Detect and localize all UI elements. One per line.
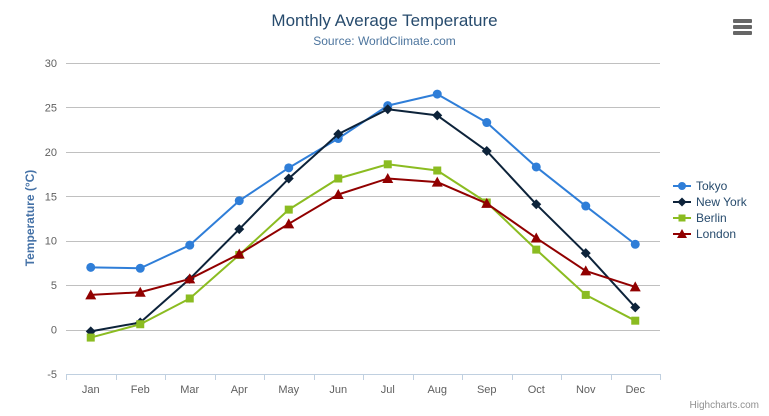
y-axis-tick-label: -5 [47, 369, 57, 381]
data-point-tokyo[interactable] [185, 240, 195, 250]
data-point-berlin[interactable] [383, 160, 392, 169]
data-point-london[interactable] [481, 197, 493, 208]
legend-item-tokyo[interactable]: Tokyo [673, 178, 747, 194]
legend-marker-new-york[interactable] [677, 197, 687, 207]
legend-item-berlin[interactable]: Berlin [673, 210, 747, 226]
legend-marker-triangle-icon [673, 229, 691, 238]
data-point-tokyo[interactable] [482, 118, 492, 128]
y-axis-tick-label: 10 [45, 236, 57, 248]
legend-label: London [696, 227, 737, 241]
legend-item-london[interactable]: London [673, 226, 747, 242]
data-point-berlin[interactable] [581, 290, 590, 299]
data-point-london[interactable] [629, 281, 641, 292]
data-point-tokyo[interactable] [531, 162, 541, 172]
data-point-berlin[interactable] [631, 316, 640, 325]
data-point-berlin[interactable] [284, 205, 293, 214]
data-point-tokyo[interactable] [135, 263, 145, 273]
x-axis-tick-label: Jun [329, 384, 347, 396]
x-axis-tick-label: Jul [381, 384, 395, 396]
series-line-london [89, 177, 637, 296]
data-point-new-york[interactable] [283, 173, 294, 184]
data-point-tokyo[interactable] [432, 89, 442, 99]
y-axis-tick-label: 25 [45, 102, 57, 114]
data-point-tokyo[interactable] [630, 239, 640, 249]
credits-link[interactable]: Highcharts.com [689, 400, 759, 411]
menu-bar [733, 31, 752, 35]
chart-title: Monthly Average Temperature [271, 11, 498, 30]
x-axis-tick-label: Mar [180, 384, 199, 396]
data-point-new-york[interactable] [382, 104, 393, 115]
x-axis-tick-label: Dec [625, 384, 645, 396]
data-point-new-york[interactable] [630, 302, 641, 313]
data-point-berlin[interactable] [532, 245, 541, 254]
data-point-berlin[interactable] [136, 320, 145, 329]
series-tokyo [86, 89, 640, 273]
series-new-york [85, 104, 641, 337]
y-axis-tick-label: 0 [51, 325, 57, 337]
data-point-london[interactable] [283, 218, 295, 229]
data-point-london[interactable] [332, 189, 344, 200]
y-axis-tick-label: 30 [45, 58, 57, 70]
x-axis-tick-label: Apr [231, 384, 248, 396]
data-point-london[interactable] [184, 273, 196, 284]
data-point-new-york[interactable] [531, 199, 542, 210]
data-point-new-york[interactable] [234, 224, 245, 235]
data-point-tokyo[interactable] [284, 163, 294, 173]
legend-label: Tokyo [696, 179, 728, 193]
legend-marker-berlin[interactable] [678, 214, 686, 222]
data-point-london[interactable] [134, 286, 146, 297]
data-point-berlin[interactable] [86, 333, 95, 342]
x-axis-tick-label: Oct [528, 384, 545, 396]
x-axis-tick-label: Aug [427, 384, 447, 396]
hamburger-menu-icon[interactable] [732, 18, 754, 36]
legend-item-new-york[interactable]: New York [673, 194, 747, 210]
data-point-berlin[interactable] [185, 294, 194, 303]
data-point-berlin[interactable] [334, 174, 343, 183]
x-axis-tick-label: Feb [131, 384, 150, 396]
legend-marker-square-icon [673, 214, 691, 222]
data-point-new-york[interactable] [333, 129, 344, 140]
legend-label: New York [696, 195, 747, 209]
data-point-london[interactable] [580, 265, 592, 276]
x-axis-tick-label: Sep [477, 384, 497, 396]
series-london [85, 173, 641, 300]
data-point-london[interactable] [85, 289, 97, 300]
y-axis-tick-label: 15 [45, 191, 57, 203]
y-axis-tick-label: 20 [45, 147, 57, 159]
data-point-tokyo[interactable] [86, 262, 96, 272]
data-point-london[interactable] [233, 248, 245, 259]
data-point-london[interactable] [530, 232, 542, 243]
menu-bar [733, 19, 752, 23]
legend-marker-circle-icon [673, 182, 691, 190]
series-line-new-york [89, 108, 637, 333]
data-point-tokyo[interactable] [581, 201, 591, 211]
legend: Tokyo New York Berlin London [673, 178, 747, 242]
legend-marker-tokyo[interactable] [678, 182, 686, 190]
x-axis-tick-label: May [278, 384, 299, 396]
data-point-new-york[interactable] [481, 145, 492, 156]
data-point-berlin[interactable] [433, 166, 442, 175]
data-point-tokyo[interactable] [234, 196, 244, 206]
data-point-london[interactable] [382, 173, 394, 184]
series-line-tokyo [89, 93, 637, 270]
data-point-new-york[interactable] [432, 110, 443, 121]
x-axis-tick-label: Jan [82, 384, 100, 396]
menu-bar [733, 25, 752, 29]
legend-marker-diamond-icon [673, 197, 691, 207]
x-axis-tick-label: Nov [576, 384, 596, 396]
series-line-berlin [89, 163, 637, 339]
legend-marker-london[interactable] [677, 229, 687, 238]
data-point-london[interactable] [431, 176, 443, 187]
y-axis-title: Temperature (°C) [23, 169, 37, 267]
legend-label: Berlin [696, 211, 727, 225]
y-axis-tick-label: 5 [51, 280, 57, 292]
data-point-new-york[interactable] [580, 248, 591, 259]
chart-subtitle: Source: WorldClimate.com [313, 34, 456, 48]
